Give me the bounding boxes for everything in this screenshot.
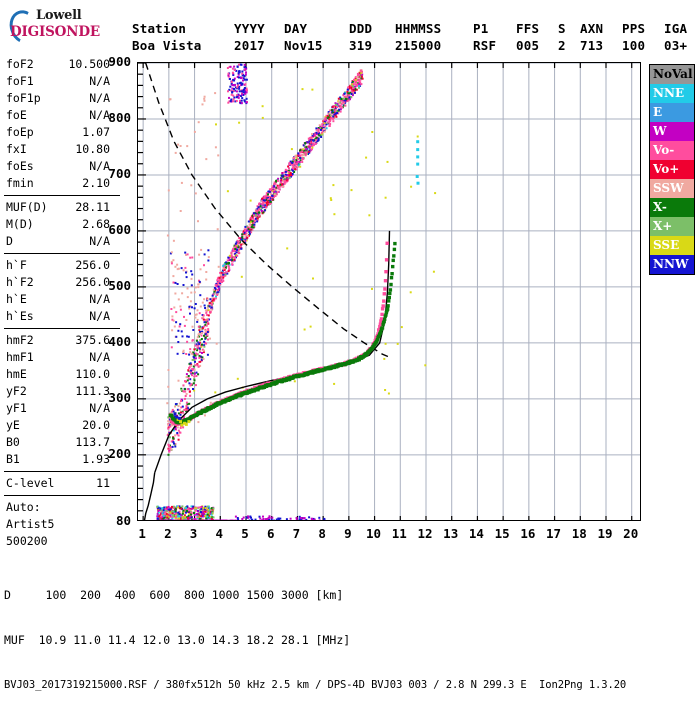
header-col-label-ffs: FFS (516, 20, 558, 37)
header-col-value-s: 2 (558, 37, 580, 54)
station-header: StationYYYYDAYDDDHHMMSSP1FFSSAXNPPSIGAPS… (132, 20, 700, 54)
header-col-label-ddd: DDD (349, 20, 395, 37)
header-col-value-iga: 03+ (664, 37, 700, 54)
axis-ticks (138, 63, 632, 521)
scatter-nne-echoes (416, 140, 420, 185)
param-key: C-level (6, 475, 54, 492)
param-key: M(D) (6, 216, 34, 233)
footer-muf-row: MUF 10.9 11.0 11.4 12.0 13.0 14.3 18.2 2… (4, 633, 626, 648)
header-col-value-day: Nov15 (284, 37, 349, 54)
param-key: yF1 (6, 400, 27, 417)
header-col-value-hhmmss: 215000 (395, 37, 473, 54)
param-key: B0 (6, 434, 20, 451)
header-col-value-ddd: 319 (349, 37, 395, 54)
lowell-digisonde-logo: Lowell DIGISONDE (8, 8, 123, 42)
y-tick-500: 500 (108, 281, 131, 291)
param-key: yF2 (6, 383, 27, 400)
y-tick-80: 80 (116, 516, 131, 526)
legend-item-nne[interactable]: NNE (650, 84, 694, 103)
plot-area[interactable] (137, 62, 641, 521)
param-key: h`F2 (6, 274, 34, 291)
param-key: foF1p (6, 90, 41, 107)
param-key: MUF(D) (6, 199, 48, 216)
y-tick-900: 900 (108, 57, 131, 67)
header-col-label-p1: P1 (473, 20, 516, 37)
legend-item-e[interactable]: E (650, 103, 694, 122)
param-key: h`Es (6, 308, 34, 325)
param-key: foEp (6, 124, 34, 141)
scatter-e-region-clutter (156, 505, 325, 521)
param-key: fmin (6, 175, 34, 192)
auto-info-line: 500200 (6, 533, 124, 550)
param-key: h`F (6, 257, 27, 274)
param-key: yE (6, 417, 20, 434)
param-key: foEs (6, 158, 34, 175)
legend-item-x[interactable]: X- (650, 198, 694, 217)
plot-canvas (138, 63, 641, 521)
y-tick-700: 700 (108, 169, 131, 179)
header-col-value-ffs: 005 (516, 37, 558, 54)
header-col-label-yyyy: YYYY (234, 20, 284, 37)
header-col-value-axn: 713 (580, 37, 622, 54)
legend-item-sse[interactable]: SSE (650, 236, 694, 255)
legend-item-noval[interactable]: NoVal (650, 65, 694, 84)
header-col-value-station: Boa Vista (132, 37, 234, 54)
header-col-label-iga: IGA (664, 20, 700, 37)
curve-e-layer-profile (144, 473, 154, 521)
legend-item-nnw[interactable]: NNW (650, 255, 694, 274)
header-col-label-pps: PPS (622, 20, 664, 37)
header-col-label-hhmmss: HHMMSS (395, 20, 473, 37)
footer-file-row: BVJ03_2017319215000.RSF / 380fx512h 50 k… (4, 678, 626, 693)
curve-muf-dashed-descending (146, 63, 390, 357)
legend-item-vo[interactable]: Vo- (650, 141, 694, 160)
scatter-interference-band (166, 64, 436, 456)
station-header-labels: StationYYYYDAYDDDHHMMSSP1FFSSAXNPPSIGAPS (132, 20, 700, 37)
param-key: foE (6, 107, 27, 124)
logo-brand-top: Lowell (36, 8, 81, 23)
header-col-label-s: S (558, 20, 580, 37)
param-key: hmF1 (6, 349, 34, 366)
param-key: D (6, 233, 13, 250)
legend-item-x[interactable]: X+ (650, 217, 694, 236)
param-key: hmF2 (6, 332, 34, 349)
y-tick-400: 400 (108, 337, 131, 347)
header-col-value-yyyy: 2017 (234, 37, 284, 54)
y-tick-800: 800 (108, 113, 131, 123)
param-key: fxI (6, 141, 27, 158)
y-tick-600: 600 (108, 225, 131, 235)
legend-item-ssw[interactable]: SSW (650, 179, 694, 198)
legend-item-w[interactable]: W (650, 122, 694, 141)
header-col-value-pps: 100 (622, 37, 664, 54)
header-col-label-day: DAY (284, 20, 349, 37)
footer-distance-row: D 100 200 400 600 800 1000 1500 3000 [km… (4, 588, 626, 603)
ionogram-plot[interactable] (137, 62, 641, 521)
header-col-label-axn: AXN (580, 20, 622, 37)
y-tick-200: 200 (108, 449, 131, 459)
header-col-value-p1: RSF (473, 37, 516, 54)
param-key: foF1 (6, 73, 34, 90)
legend-item-vo[interactable]: Vo+ (650, 160, 694, 179)
header-col-label-station: Station (132, 20, 234, 37)
y-tick-300: 300 (108, 393, 131, 403)
param-key: B1 (6, 451, 20, 468)
logo-brand-bottom: DIGISONDE (10, 24, 100, 40)
param-key: foF2 (6, 56, 34, 73)
param-key: h`E (6, 291, 27, 308)
x-tick-20: 20 (616, 526, 646, 541)
param-key: hmE (6, 366, 27, 383)
footer-info: D 100 200 400 600 800 1000 1500 3000 [km… (4, 558, 626, 723)
